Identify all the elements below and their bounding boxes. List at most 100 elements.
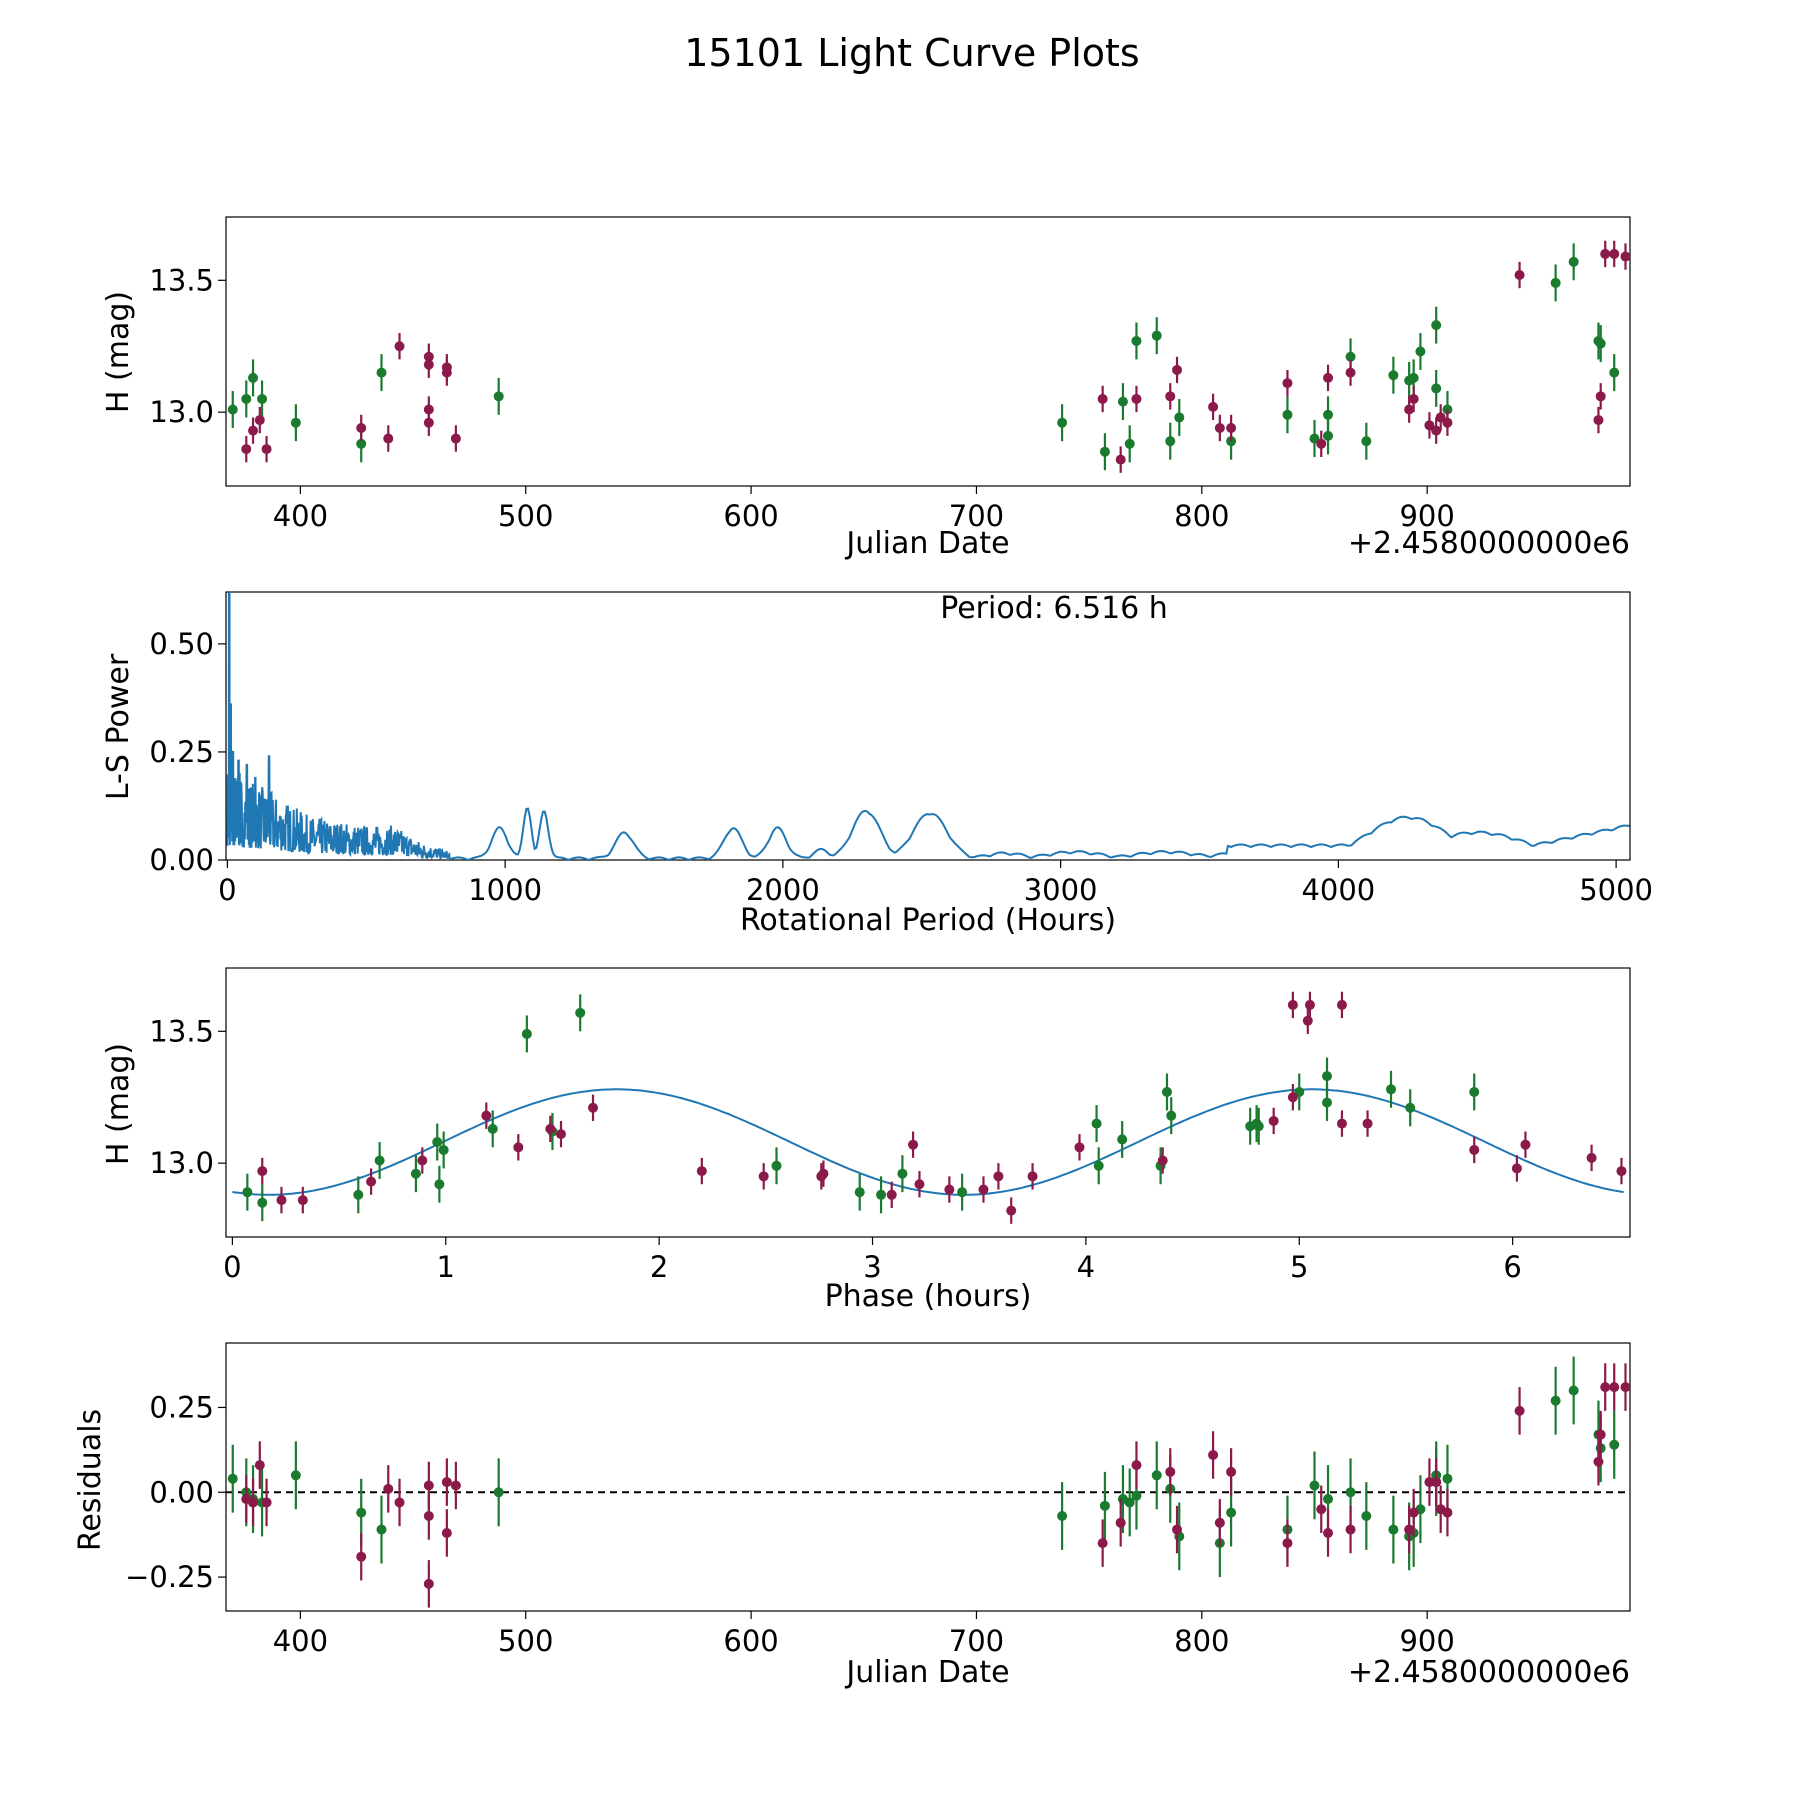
residuals-point-green [227, 1473, 238, 1484]
residuals-point-maroon [441, 1527, 452, 1538]
residuals-point-green [1323, 1494, 1334, 1505]
phase-point-maroon [1520, 1139, 1531, 1150]
phase-point-maroon [1586, 1152, 1597, 1163]
light-curve-point-maroon [383, 433, 394, 444]
residuals-point-green [1124, 1497, 1135, 1508]
phase-point-green [487, 1123, 498, 1134]
periodogram-xtick-label: 4000 [1301, 873, 1375, 907]
periodogram-xlabel: Rotational Period (Hours) [740, 903, 1116, 938]
light-curve-point-green [376, 367, 387, 378]
phase-point-green [521, 1028, 532, 1039]
phase-point-green [771, 1160, 782, 1171]
residuals-point-maroon [1115, 1517, 1126, 1528]
light-curve-point-green [1568, 256, 1579, 267]
residuals-point-green [1151, 1470, 1162, 1481]
light-curve-frame [225, 216, 1631, 487]
phase-point-green [374, 1155, 385, 1166]
periodogram-line [226, 592, 1630, 860]
residuals-point-green [1442, 1473, 1453, 1484]
residuals-point-green [290, 1470, 301, 1481]
phase-point-green [1166, 1110, 1177, 1121]
light-curve-point-green [1165, 436, 1176, 447]
phase-point-maroon [758, 1171, 769, 1182]
residuals-xtick-label: 500 [498, 1624, 553, 1658]
phase-point-maroon [1302, 1015, 1313, 1026]
light-curve-point-green [356, 438, 367, 449]
periodogram-xtick-label: 3000 [1024, 873, 1098, 907]
residuals-ytick-label: 0.00 [149, 1475, 214, 1509]
light-curve-point-green [1099, 446, 1110, 457]
phase-point-maroon [1304, 999, 1315, 1010]
phase-xtick-label: 5 [1290, 1250, 1308, 1284]
light-curve-xtick-label: 500 [498, 499, 553, 533]
phase-xtick-label: 4 [1077, 1250, 1095, 1284]
residuals-point-maroon [1172, 1524, 1183, 1535]
light-curve-point-maroon [1345, 367, 1356, 378]
residuals-point-green [1388, 1524, 1399, 1535]
phase-point-green [854, 1187, 865, 1198]
phase-xtick-label: 1 [437, 1250, 455, 1284]
residuals-point-maroon [1593, 1456, 1604, 1467]
phase-point-maroon [1074, 1142, 1085, 1153]
phase-point-maroon [1268, 1115, 1279, 1126]
phase-point-green [1093, 1160, 1104, 1171]
phase-ytick-label: 13.0 [149, 1146, 214, 1180]
residuals-xtick-label: 900 [1399, 1624, 1454, 1658]
residuals-point-maroon [423, 1480, 434, 1491]
light-curve-point-green [1124, 438, 1135, 449]
light-curve-point-green [248, 372, 259, 383]
residuals-xtick-label: 800 [1174, 1624, 1229, 1658]
residuals-point-maroon [1408, 1507, 1419, 1518]
light-curve-point-green [1595, 338, 1606, 349]
phase-point-green [432, 1137, 443, 1148]
residuals-point-maroon [1316, 1504, 1327, 1515]
residuals-point-green [1309, 1480, 1320, 1491]
period-annotation: Period: 6.516 h [940, 591, 1168, 626]
light-curve-point-green [1609, 367, 1620, 378]
periodogram-xtick-label: 2000 [746, 873, 820, 907]
light-curve-ytick-label: 13.5 [149, 263, 214, 297]
light-curve-point-maroon [1593, 415, 1604, 426]
light-curve-axes: Julian Date H (mag) +2.4580000000e6 400 5… [101, 216, 1631, 561]
periodogram-ytick-label: 0.25 [149, 735, 214, 769]
residuals-point-green [1226, 1507, 1237, 1518]
phase-point-maroon [588, 1102, 599, 1113]
phase-point-green [410, 1168, 421, 1179]
phase-point-green [957, 1187, 968, 1198]
light-curve-xtick-label: 900 [1399, 499, 1454, 533]
phase-point-maroon [993, 1171, 1004, 1182]
light-curve-point-maroon [1131, 393, 1142, 404]
phase-point-green [1161, 1086, 1172, 1097]
light-curve-point-green [493, 391, 504, 402]
residuals-point-maroon [394, 1497, 405, 1508]
phase-point-green [575, 1007, 586, 1018]
residuals-point-green [1550, 1395, 1561, 1406]
periodogram-ytick-label: 0.00 [149, 843, 214, 877]
phase-point-maroon [696, 1166, 707, 1177]
residuals-point-green [1057, 1511, 1068, 1522]
residuals-x-offset: +2.4580000000e6 [1348, 1655, 1630, 1690]
light-curve-point-green [1323, 409, 1334, 420]
phase-xtick-label: 6 [1503, 1250, 1521, 1284]
phase-point-maroon [1027, 1171, 1038, 1182]
periodogram-ylabel: L-S Power [101, 653, 136, 800]
light-curve-point-maroon [1600, 248, 1611, 259]
phase-point-maroon [545, 1123, 556, 1134]
residuals-point-green [1568, 1385, 1579, 1396]
light-curve-point-maroon [1226, 422, 1237, 433]
residuals-point-green [1131, 1490, 1142, 1501]
light-curve-point-green [227, 404, 238, 415]
phase-point-maroon [1287, 999, 1298, 1010]
residuals-point-maroon [1431, 1477, 1442, 1488]
light-curve-point-maroon [1609, 248, 1620, 259]
light-curve-point-maroon [1404, 404, 1415, 415]
phase-point-maroon [417, 1155, 428, 1166]
periodogram-ytick-label: 0.50 [149, 627, 214, 661]
residuals-xtick-label: 400 [273, 1624, 328, 1658]
light-curve-point-maroon [356, 422, 367, 433]
phase-point-green [353, 1189, 364, 1200]
residuals-point-green [356, 1507, 367, 1518]
periodogram-xtick-label: 0 [218, 873, 236, 907]
light-curve-point-green [1309, 433, 1320, 444]
